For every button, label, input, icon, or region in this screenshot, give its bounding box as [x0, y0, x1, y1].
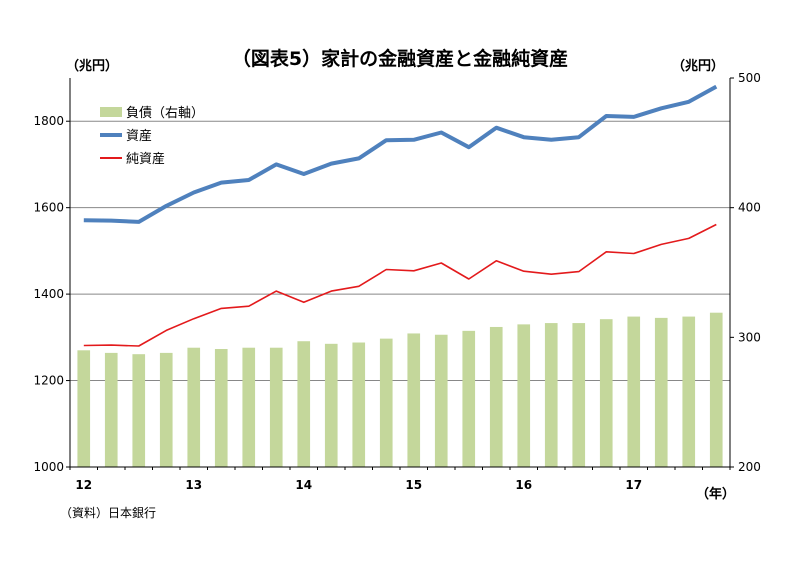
source-note: （資料）日本銀行	[60, 506, 157, 520]
left-tick-label: 1400	[33, 287, 64, 301]
legend-label-net-assets: 純資産	[126, 152, 166, 167]
legend-item-liabilities: 負債（右軸）	[100, 100, 204, 123]
left-tick-label: 1800	[33, 114, 64, 128]
bar-liabilities	[379, 338, 393, 467]
chart-title: （図表5）家計の金融資産と金融純資産	[231, 48, 569, 70]
bar-liabilities	[297, 341, 311, 467]
right-tick-label: 400	[738, 201, 761, 215]
left-axis-unit: （兆円）	[66, 59, 119, 74]
legend-swatch-assets	[100, 132, 122, 137]
bar-liabilities	[104, 352, 118, 467]
bar-liabilities	[654, 317, 668, 467]
x-tick-label: 16	[515, 478, 532, 492]
bar-liabilities	[324, 343, 338, 467]
legend-label-assets: 資産	[126, 129, 153, 144]
bar-liabilities	[187, 347, 201, 467]
right-tick-label: 300	[738, 330, 761, 344]
legend-swatch-bar	[100, 106, 122, 117]
left-tick-label: 1200	[33, 374, 64, 388]
bar-liabilities	[709, 312, 723, 467]
bar-liabilities	[214, 349, 228, 467]
x-tick-label: 12	[75, 478, 92, 492]
line-net-assets	[83, 223, 717, 347]
bar-liabilities	[434, 334, 448, 467]
x-axis-unit: （年）	[696, 487, 736, 502]
bar-liabilities	[544, 323, 558, 467]
legend-item-net-assets: 純資産	[100, 146, 204, 169]
right-tick-label: 500	[738, 71, 761, 85]
legend-swatch-net-assets	[100, 156, 122, 159]
bar-liabilities	[132, 354, 146, 467]
left-tick-label: 1000	[33, 460, 64, 474]
right-axis-unit: （兆円）	[672, 59, 725, 74]
legend-item-assets: 資産	[100, 123, 204, 146]
legend-label-liabilities: 負債（右軸）	[126, 106, 205, 121]
bar-liabilities	[77, 350, 91, 467]
x-tick-label: 14	[295, 478, 312, 492]
right-tick-label: 200	[738, 460, 761, 474]
bar-liabilities	[462, 330, 476, 467]
bar-liabilities	[599, 319, 613, 467]
bar-liabilities	[682, 316, 696, 467]
bar-liabilities	[269, 347, 283, 467]
bar-liabilities	[627, 316, 641, 467]
line-assets	[83, 84, 718, 224]
x-tick-label: 13	[185, 478, 202, 492]
legend: 負債（右軸） 資産 純資産	[100, 100, 204, 169]
bar-liabilities	[159, 352, 173, 467]
bar-liabilities	[407, 333, 421, 467]
bar-liabilities	[572, 323, 586, 467]
x-tick-label: 15	[405, 478, 422, 492]
bar-liabilities	[242, 347, 256, 467]
bar-liabilities	[517, 324, 531, 467]
x-tick-label: 17	[625, 478, 642, 492]
left-tick-label: 1600	[33, 201, 64, 215]
bar-liabilities	[489, 326, 503, 467]
bar-liabilities	[352, 342, 366, 467]
